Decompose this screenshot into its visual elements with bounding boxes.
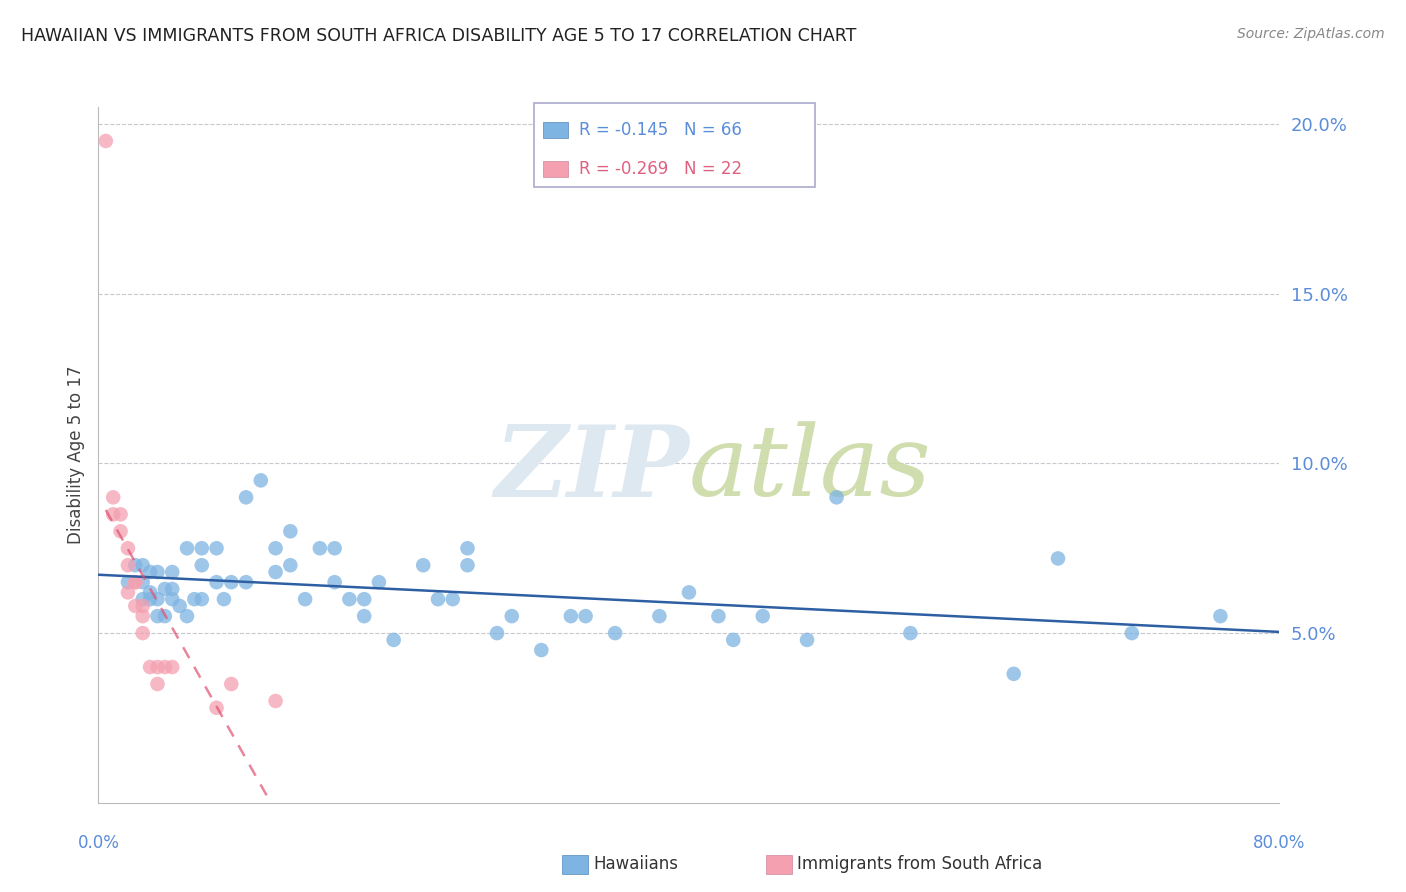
Point — [264, 565, 287, 579]
Point — [323, 575, 346, 590]
Point — [153, 660, 176, 674]
Point — [205, 541, 228, 556]
Point — [146, 592, 169, 607]
Point — [219, 677, 242, 691]
Point — [124, 575, 146, 590]
Point — [900, 626, 922, 640]
Point — [441, 592, 464, 607]
Point — [139, 565, 162, 579]
Point — [250, 474, 273, 488]
Point — [368, 575, 391, 590]
Text: Source: ZipAtlas.com: Source: ZipAtlas.com — [1237, 27, 1385, 41]
Point — [353, 592, 375, 607]
Point — [574, 609, 596, 624]
Point — [146, 660, 169, 674]
Point — [103, 508, 125, 522]
Point — [353, 609, 375, 624]
Point — [530, 643, 553, 657]
Point — [337, 592, 360, 607]
Point — [382, 632, 405, 647]
Point — [117, 558, 139, 573]
Text: atlas: atlas — [689, 421, 932, 516]
Point — [162, 565, 183, 579]
Point — [146, 677, 169, 691]
Text: HAWAIIAN VS IMMIGRANTS FROM SOUTH AFRICA DISABILITY AGE 5 TO 17 CORRELATION CHAR: HAWAIIAN VS IMMIGRANTS FROM SOUTH AFRICA… — [21, 27, 856, 45]
Point — [153, 582, 176, 596]
Point — [117, 575, 139, 590]
Point — [456, 558, 478, 573]
Point — [139, 585, 162, 599]
Point — [103, 491, 125, 505]
Point — [117, 585, 139, 599]
Point — [648, 609, 671, 624]
Point — [132, 558, 155, 573]
Point — [323, 541, 346, 556]
Text: R = -0.145   N = 66: R = -0.145 N = 66 — [579, 120, 742, 138]
Point — [110, 524, 132, 539]
Point — [264, 694, 287, 708]
Point — [124, 599, 146, 613]
Point — [278, 524, 302, 539]
Point — [146, 565, 169, 579]
Point — [264, 541, 287, 556]
Point — [124, 575, 146, 590]
Point — [605, 626, 627, 640]
Point — [294, 592, 316, 607]
Point — [94, 134, 117, 148]
Point — [124, 558, 146, 573]
Point — [205, 575, 228, 590]
Point — [162, 660, 183, 674]
Point — [176, 609, 198, 624]
Point — [117, 541, 139, 556]
Point — [183, 592, 205, 607]
Point — [560, 609, 582, 624]
Point — [191, 558, 214, 573]
Point — [191, 592, 214, 607]
Text: 80.0%: 80.0% — [1253, 834, 1306, 852]
Point — [678, 585, 700, 599]
Point — [132, 609, 155, 624]
Point — [169, 599, 191, 613]
Point — [162, 592, 183, 607]
Point — [707, 609, 730, 624]
Point — [1209, 609, 1232, 624]
Point — [456, 541, 478, 556]
Point — [132, 592, 155, 607]
Point — [162, 582, 183, 596]
Point — [146, 609, 169, 624]
Point — [486, 626, 509, 640]
Point — [1046, 551, 1069, 566]
Text: R = -0.269   N = 22: R = -0.269 N = 22 — [579, 160, 742, 178]
Point — [1002, 666, 1025, 681]
Point — [412, 558, 434, 573]
Point — [132, 626, 155, 640]
Point — [309, 541, 332, 556]
Point — [825, 491, 848, 505]
Point — [132, 575, 155, 590]
Text: ZIP: ZIP — [494, 421, 689, 517]
Point — [205, 700, 228, 714]
Point — [278, 558, 302, 573]
Point — [176, 541, 198, 556]
Point — [212, 592, 235, 607]
Point — [139, 660, 162, 674]
Point — [1121, 626, 1143, 640]
Point — [235, 491, 257, 505]
Point — [721, 632, 744, 647]
Point — [427, 592, 450, 607]
Point — [235, 575, 257, 590]
Point — [751, 609, 773, 624]
Point — [153, 609, 176, 624]
Point — [191, 541, 214, 556]
Point — [501, 609, 523, 624]
Text: Immigrants from South Africa: Immigrants from South Africa — [797, 855, 1042, 873]
Point — [132, 599, 155, 613]
Text: 0.0%: 0.0% — [77, 834, 120, 852]
Point — [110, 508, 132, 522]
Point — [139, 592, 162, 607]
Point — [219, 575, 242, 590]
Point — [796, 632, 818, 647]
Y-axis label: Disability Age 5 to 17: Disability Age 5 to 17 — [66, 366, 84, 544]
Text: Hawaiians: Hawaiians — [593, 855, 678, 873]
